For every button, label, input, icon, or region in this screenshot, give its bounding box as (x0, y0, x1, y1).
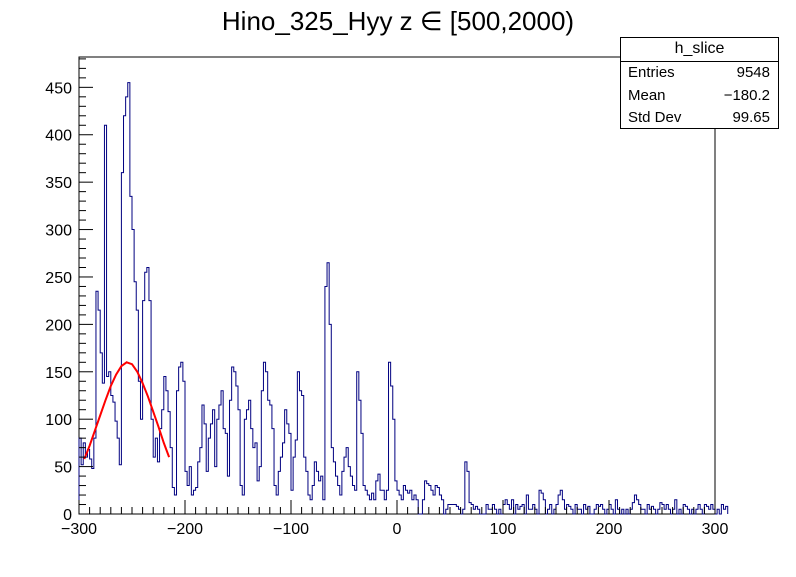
stats-stddev-label: Std Dev (628, 109, 682, 126)
stats-mean-label: Mean (628, 86, 666, 104)
y-tick-label: 100 (45, 412, 72, 429)
x-tick-label: 100 (490, 521, 517, 538)
stats-row-mean: Mean −180.2 (621, 85, 778, 108)
fit-layer (83, 361, 171, 460)
chart-title: Hino_325_Hyy z ∈ [500,2000) (221, 6, 575, 36)
y-tick-label: 0 (63, 507, 72, 524)
x-tick-label: −300 (61, 521, 97, 538)
stats-stddev-value: 99.65 (732, 109, 770, 126)
y-tick-label: 50 (54, 460, 72, 477)
stats-row-entries: Entries 9548 (621, 62, 778, 85)
fit-curve (83, 361, 171, 460)
x-tick-label: −100 (273, 521, 309, 538)
stats-mean-value: −180.2 (723, 86, 770, 104)
y-tick-label: 200 (45, 317, 72, 334)
stats-entries-label: Entries (628, 64, 675, 81)
x-tick-label: 0 (393, 521, 402, 538)
histogram-layer (78, 82, 729, 515)
x-tick-label: −200 (167, 521, 203, 538)
y-tick-label: 300 (45, 223, 72, 240)
stats-header: h_slice (621, 38, 778, 62)
y-tick-label: 450 (45, 80, 72, 97)
stats-entries-value: 9548 (736, 64, 770, 81)
y-tick-label: 150 (45, 365, 72, 382)
y-tick-label: 250 (45, 270, 72, 287)
x-tick-label: 200 (596, 521, 623, 538)
stats-box: h_slice Entries 9548 Mean −180.2 Std Dev… (620, 37, 779, 129)
stats-row-stddev: Std Dev 99.65 (621, 107, 778, 130)
y-tick-label: 350 (45, 175, 72, 192)
x-axis: −300 −200 −100 0 100 200 300 (61, 500, 728, 538)
y-axis: 0 50 100 150 200 250 300 350 400 450 (45, 58, 93, 524)
x-tick-label: 300 (702, 521, 729, 538)
y-tick-label: 400 (45, 128, 72, 145)
histogram-series-h-slice (78, 82, 729, 515)
